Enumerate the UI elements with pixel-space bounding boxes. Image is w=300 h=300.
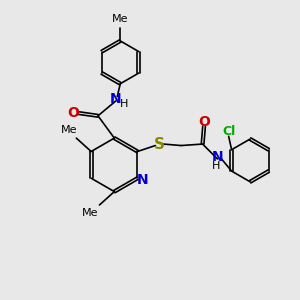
Text: Me: Me: [82, 208, 99, 218]
Text: N: N: [137, 173, 149, 187]
Text: O: O: [198, 115, 210, 129]
Text: N: N: [110, 92, 122, 106]
Text: Me: Me: [61, 125, 77, 135]
Text: S: S: [153, 136, 164, 152]
Text: Cl: Cl: [222, 125, 235, 138]
Text: O: O: [67, 106, 79, 120]
Text: N: N: [212, 150, 224, 164]
Text: H: H: [120, 99, 128, 109]
Text: Me: Me: [112, 14, 128, 24]
Text: H: H: [212, 161, 220, 171]
